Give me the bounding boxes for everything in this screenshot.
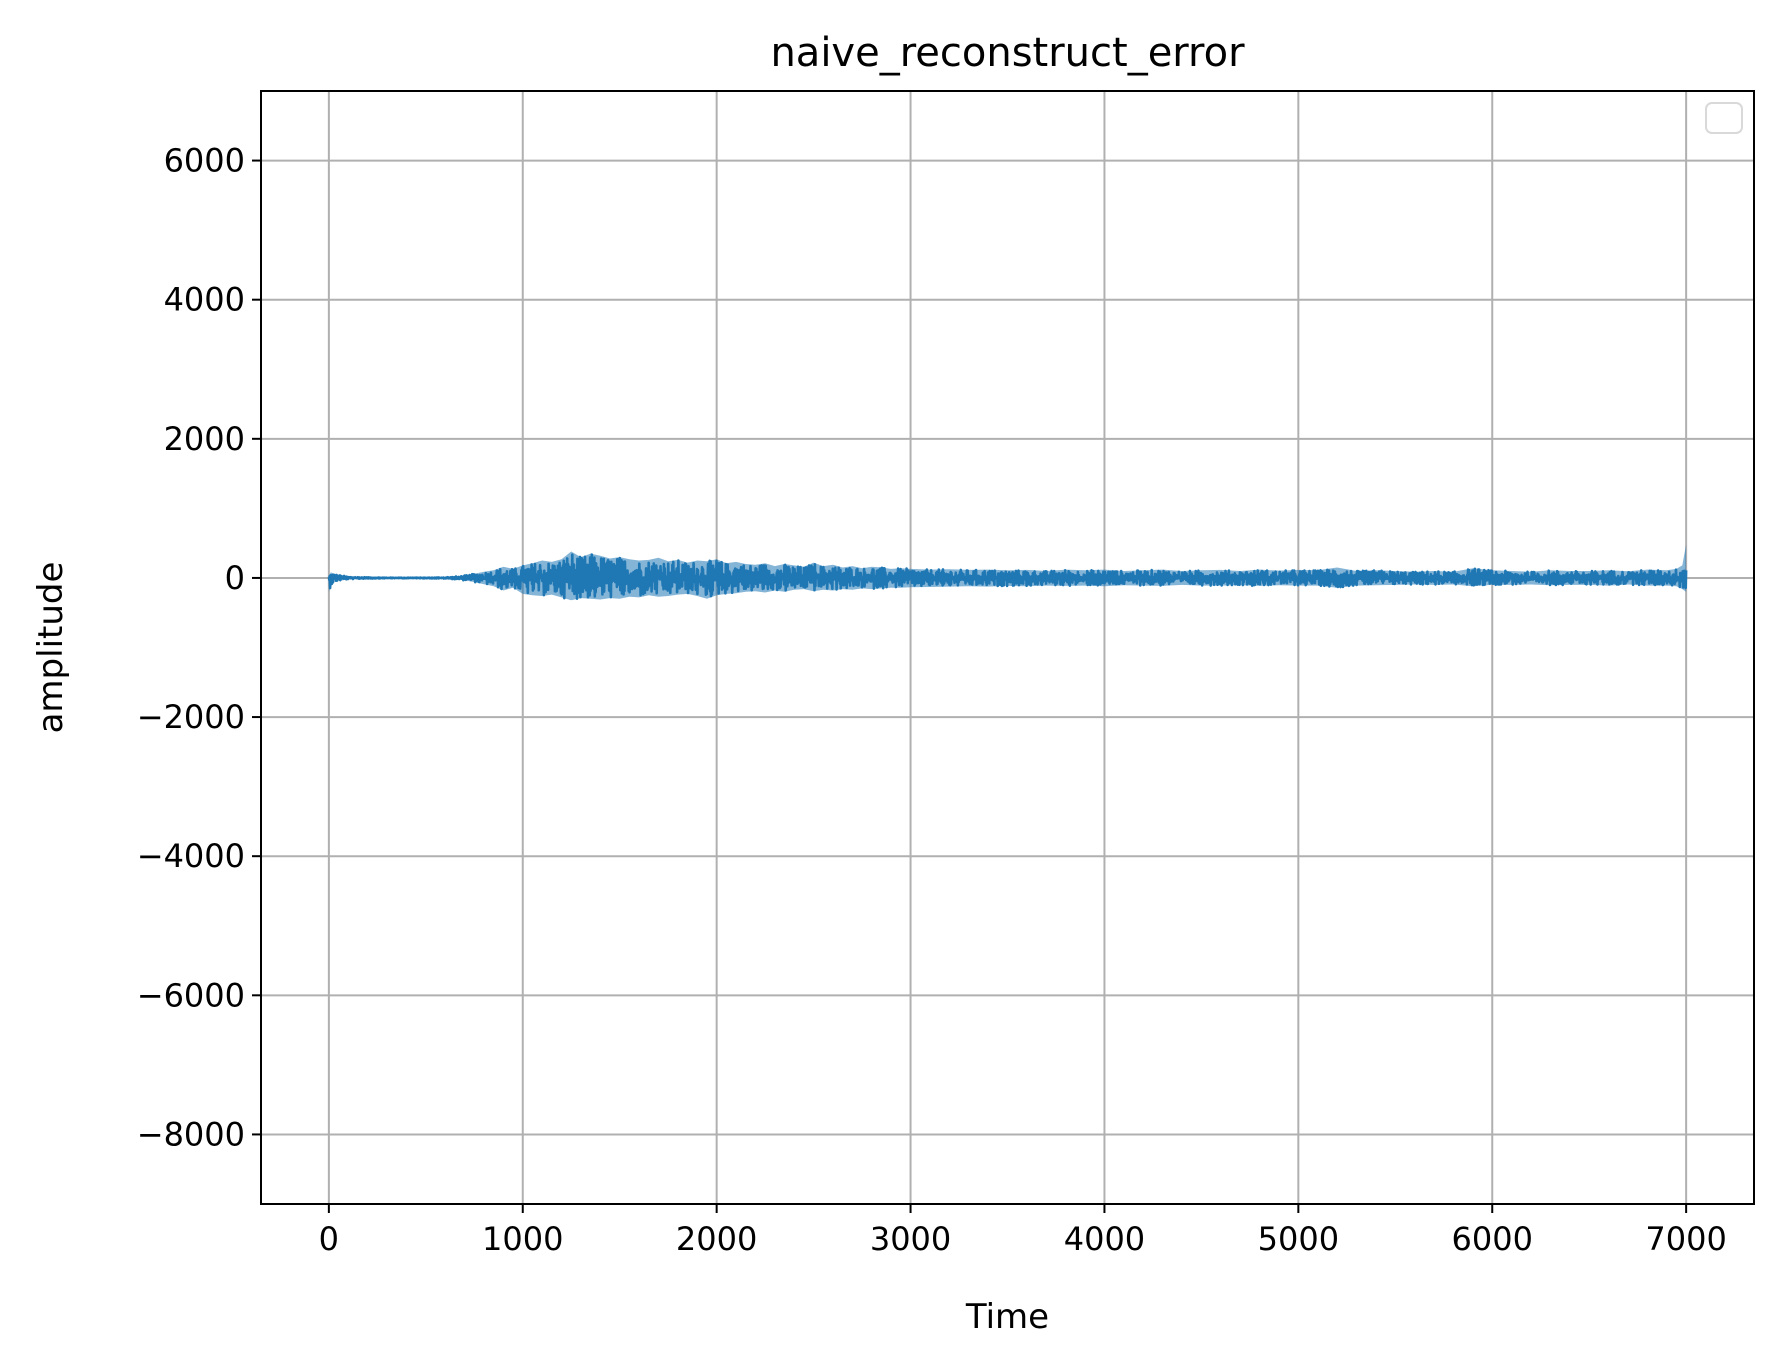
axis-ticks: 0 1000 2000 3000 4000 5000 6000 7000 6000 4000 200… — [137, 142, 1727, 1258]
x-tick-label: 4000 — [1064, 1220, 1145, 1258]
y-tick-label: 2000 — [164, 420, 245, 458]
x-tick-label: 6000 — [1452, 1220, 1533, 1258]
x-axis-title: Time — [965, 1297, 1049, 1337]
y-tick-label: 4000 — [164, 281, 245, 319]
x-tick-label: 2000 — [676, 1220, 757, 1258]
y-tick-label: −2000 — [137, 698, 245, 736]
x-tick-label: 5000 — [1258, 1220, 1339, 1258]
x-tick-label: 0 — [319, 1220, 339, 1258]
y-tick-label: −8000 — [137, 1115, 245, 1153]
axes-frame — [260, 90, 1755, 1205]
chart-title: naive_reconstruct_error — [770, 30, 1245, 76]
plot-area — [327, 544, 1688, 601]
y-axis-title: amplitude — [31, 562, 71, 734]
y-tick-label: −6000 — [137, 976, 245, 1014]
x-tick-label: 3000 — [870, 1220, 951, 1258]
x-tick-label: 7000 — [1645, 1220, 1726, 1258]
legend — [1705, 102, 1743, 134]
y-tick-label: 0 — [225, 559, 245, 597]
y-tick-label: −4000 — [137, 837, 245, 875]
legend-box — [1705, 102, 1743, 134]
series-line — [327, 553, 1688, 600]
x-tick-label: 1000 — [482, 1220, 563, 1258]
y-tick-label: 6000 — [164, 142, 245, 180]
